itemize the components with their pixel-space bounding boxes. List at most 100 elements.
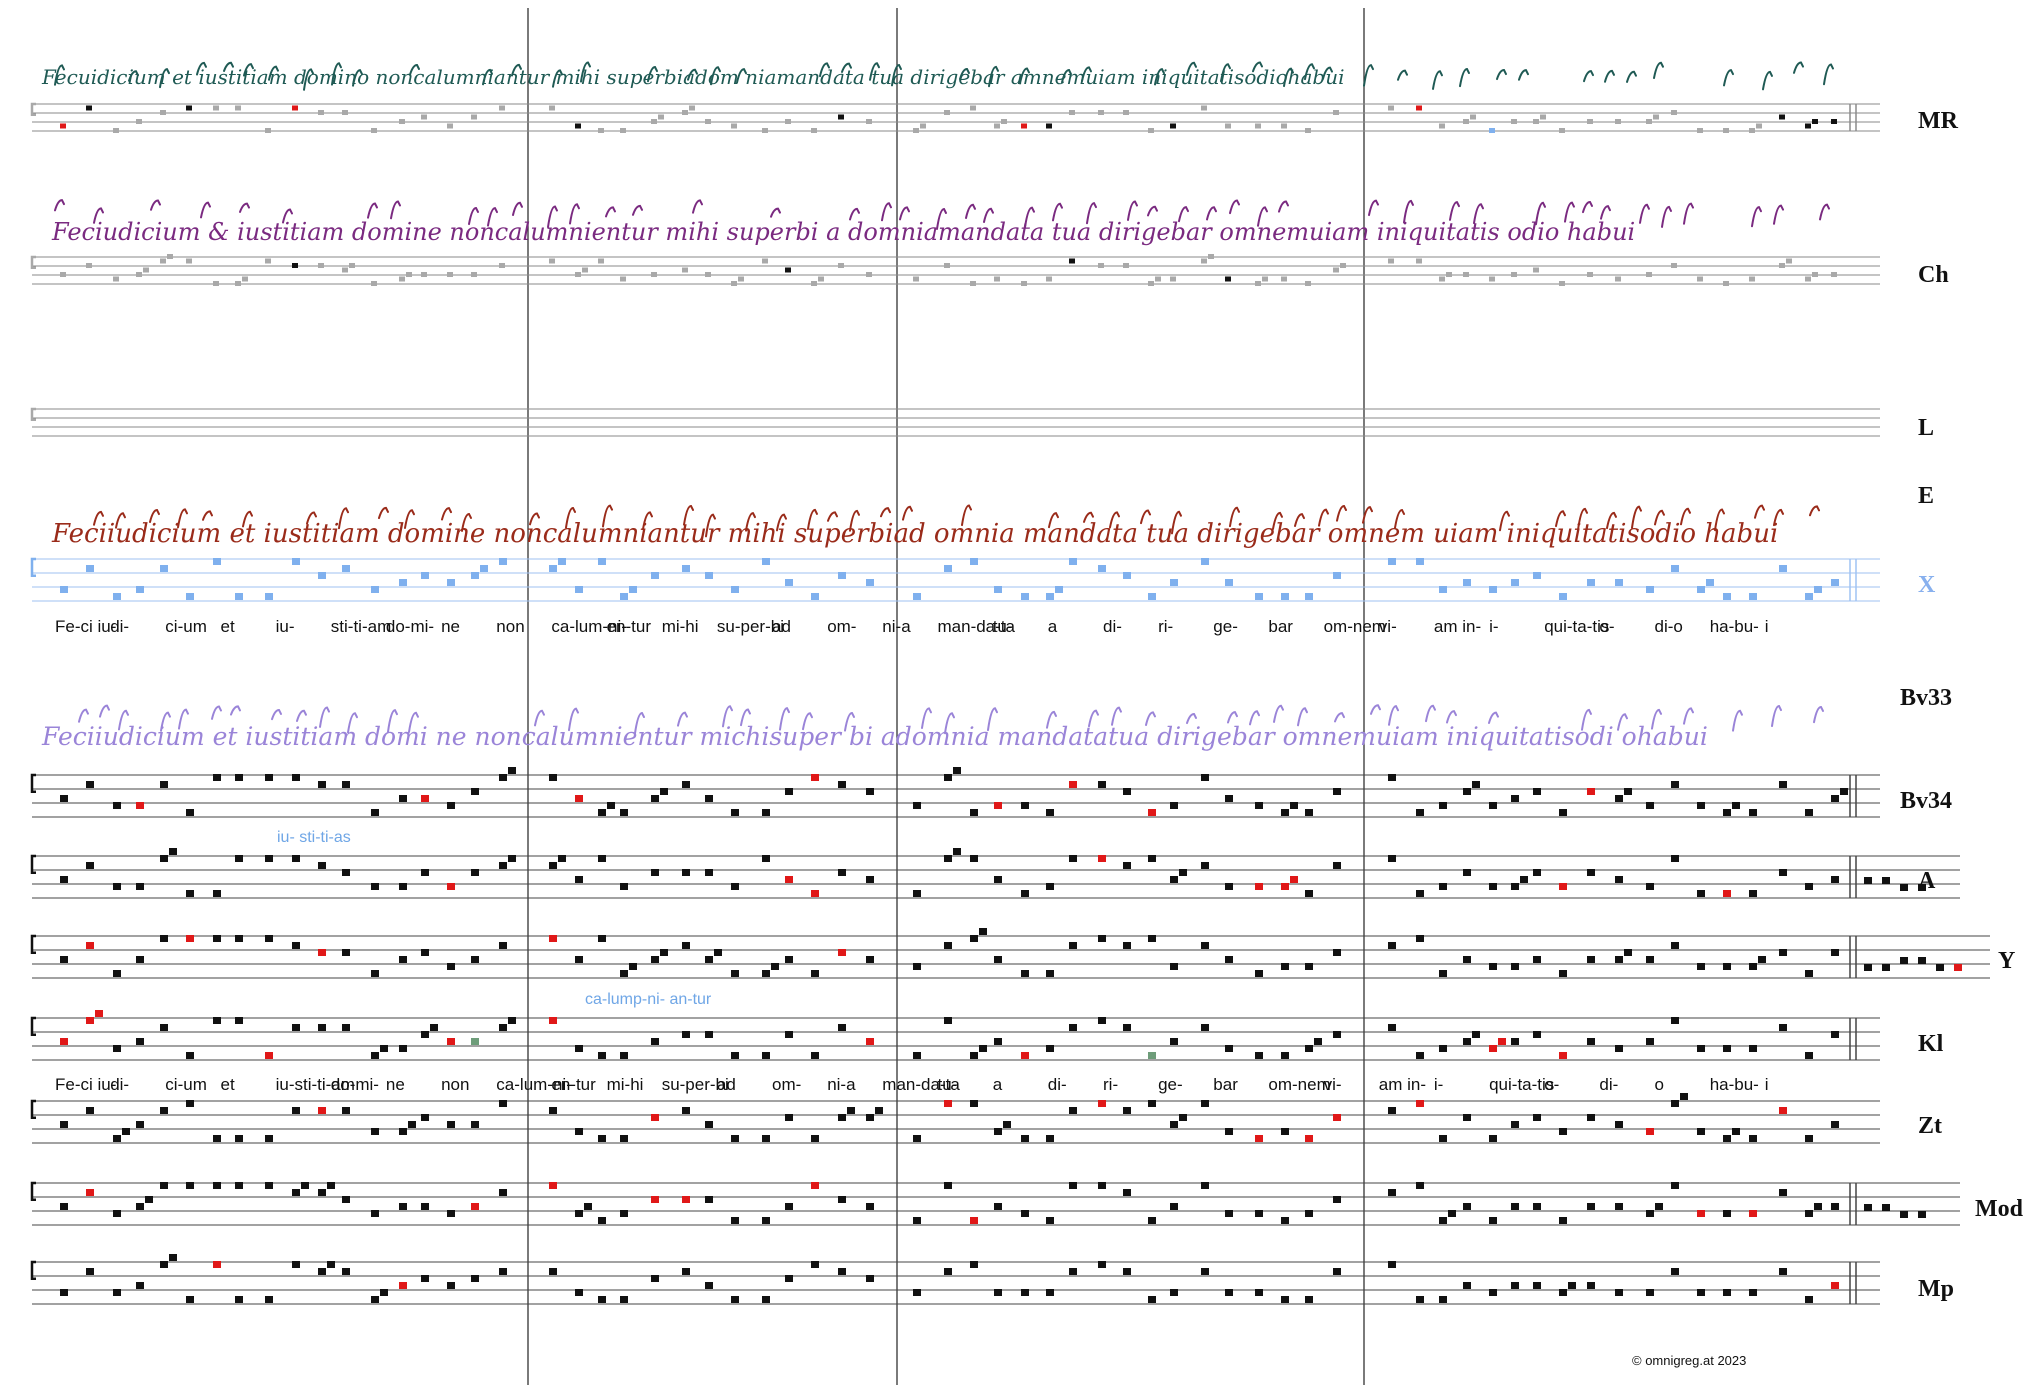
staff-y [30,934,1990,979]
note [1340,263,1346,268]
note [913,1052,921,1059]
note [1201,558,1209,565]
note [471,788,479,795]
note [136,119,142,124]
note [1470,114,1476,120]
note [1069,110,1075,115]
note [186,890,194,897]
note [421,869,429,876]
neume-mark [319,706,330,728]
neume-mark [1046,710,1057,729]
neume-mark [271,708,282,721]
note [1225,1289,1233,1296]
note [1388,558,1396,565]
note [913,802,921,809]
note [913,963,921,970]
note [1511,795,1519,802]
note [86,1268,94,1275]
note [1098,781,1106,788]
note [1225,956,1233,963]
note [1900,957,1908,964]
upper-syllable: ca-lum-ni- [551,617,627,636]
neume-mark [1714,508,1725,532]
note [1225,883,1233,890]
note [1201,105,1207,111]
neume-mark [242,510,253,528]
neume-mark [552,69,563,88]
note [471,956,479,963]
note [1840,788,1848,795]
note [1831,119,1837,124]
note [1779,949,1787,956]
neume-mark [683,504,694,526]
note [575,1289,583,1296]
notes-y [60,928,1962,977]
neume-mark [740,708,751,727]
row-label-bv34: Bv34 [1900,788,1952,814]
note [944,1268,952,1275]
note [838,869,846,876]
note [1305,890,1313,897]
note [1864,964,1872,971]
clef-icon [30,407,36,422]
note [994,1038,1002,1045]
note [213,1135,221,1142]
neume-mark [1171,510,1182,535]
note [1655,1203,1663,1210]
row-label-a: A [1918,868,1936,894]
note [1416,258,1422,264]
note [689,105,695,111]
note [1587,788,1595,795]
neume-mark [569,203,580,225]
neume-mark [710,66,721,86]
note [1305,281,1311,286]
neume-mark [1397,69,1408,81]
note [447,883,455,890]
note [1587,119,1593,124]
note [818,276,824,282]
note [1255,883,1263,890]
note [1333,267,1339,273]
note [1533,956,1541,963]
note [682,1107,690,1114]
note [944,774,952,781]
note [1489,963,1497,970]
neume-mark [745,512,756,532]
note [342,1107,350,1114]
note [499,558,507,565]
note [1388,105,1394,111]
note [705,119,711,124]
note [970,935,978,942]
note [1463,272,1469,277]
note [160,1182,168,1189]
note [1805,809,1813,816]
note [811,1052,819,1059]
neume-mark [115,512,126,529]
note [1646,802,1654,809]
note [549,774,557,781]
staff-mp [30,1260,1880,1305]
clef-icon [30,1181,36,1202]
neume-mark [1680,507,1691,526]
upper-syllable: Fe-ci iu- [55,617,116,636]
note [1170,963,1178,970]
neume-mark [1639,203,1650,224]
note [1148,1296,1156,1303]
note [1559,128,1565,133]
note [1646,119,1652,124]
note [811,890,819,897]
note [342,1196,350,1203]
upper-syllable: i [1765,617,1769,636]
note [1463,1282,1471,1289]
neume-mark [565,506,576,529]
note [86,1189,94,1196]
note [371,883,379,890]
note [1046,809,1054,816]
note [1046,276,1052,282]
note [160,565,168,572]
note [994,1289,1002,1296]
variant-y: ca-lump-ni- an-tur [585,991,712,1008]
note [421,1114,429,1121]
note [913,890,921,897]
note [944,263,950,268]
